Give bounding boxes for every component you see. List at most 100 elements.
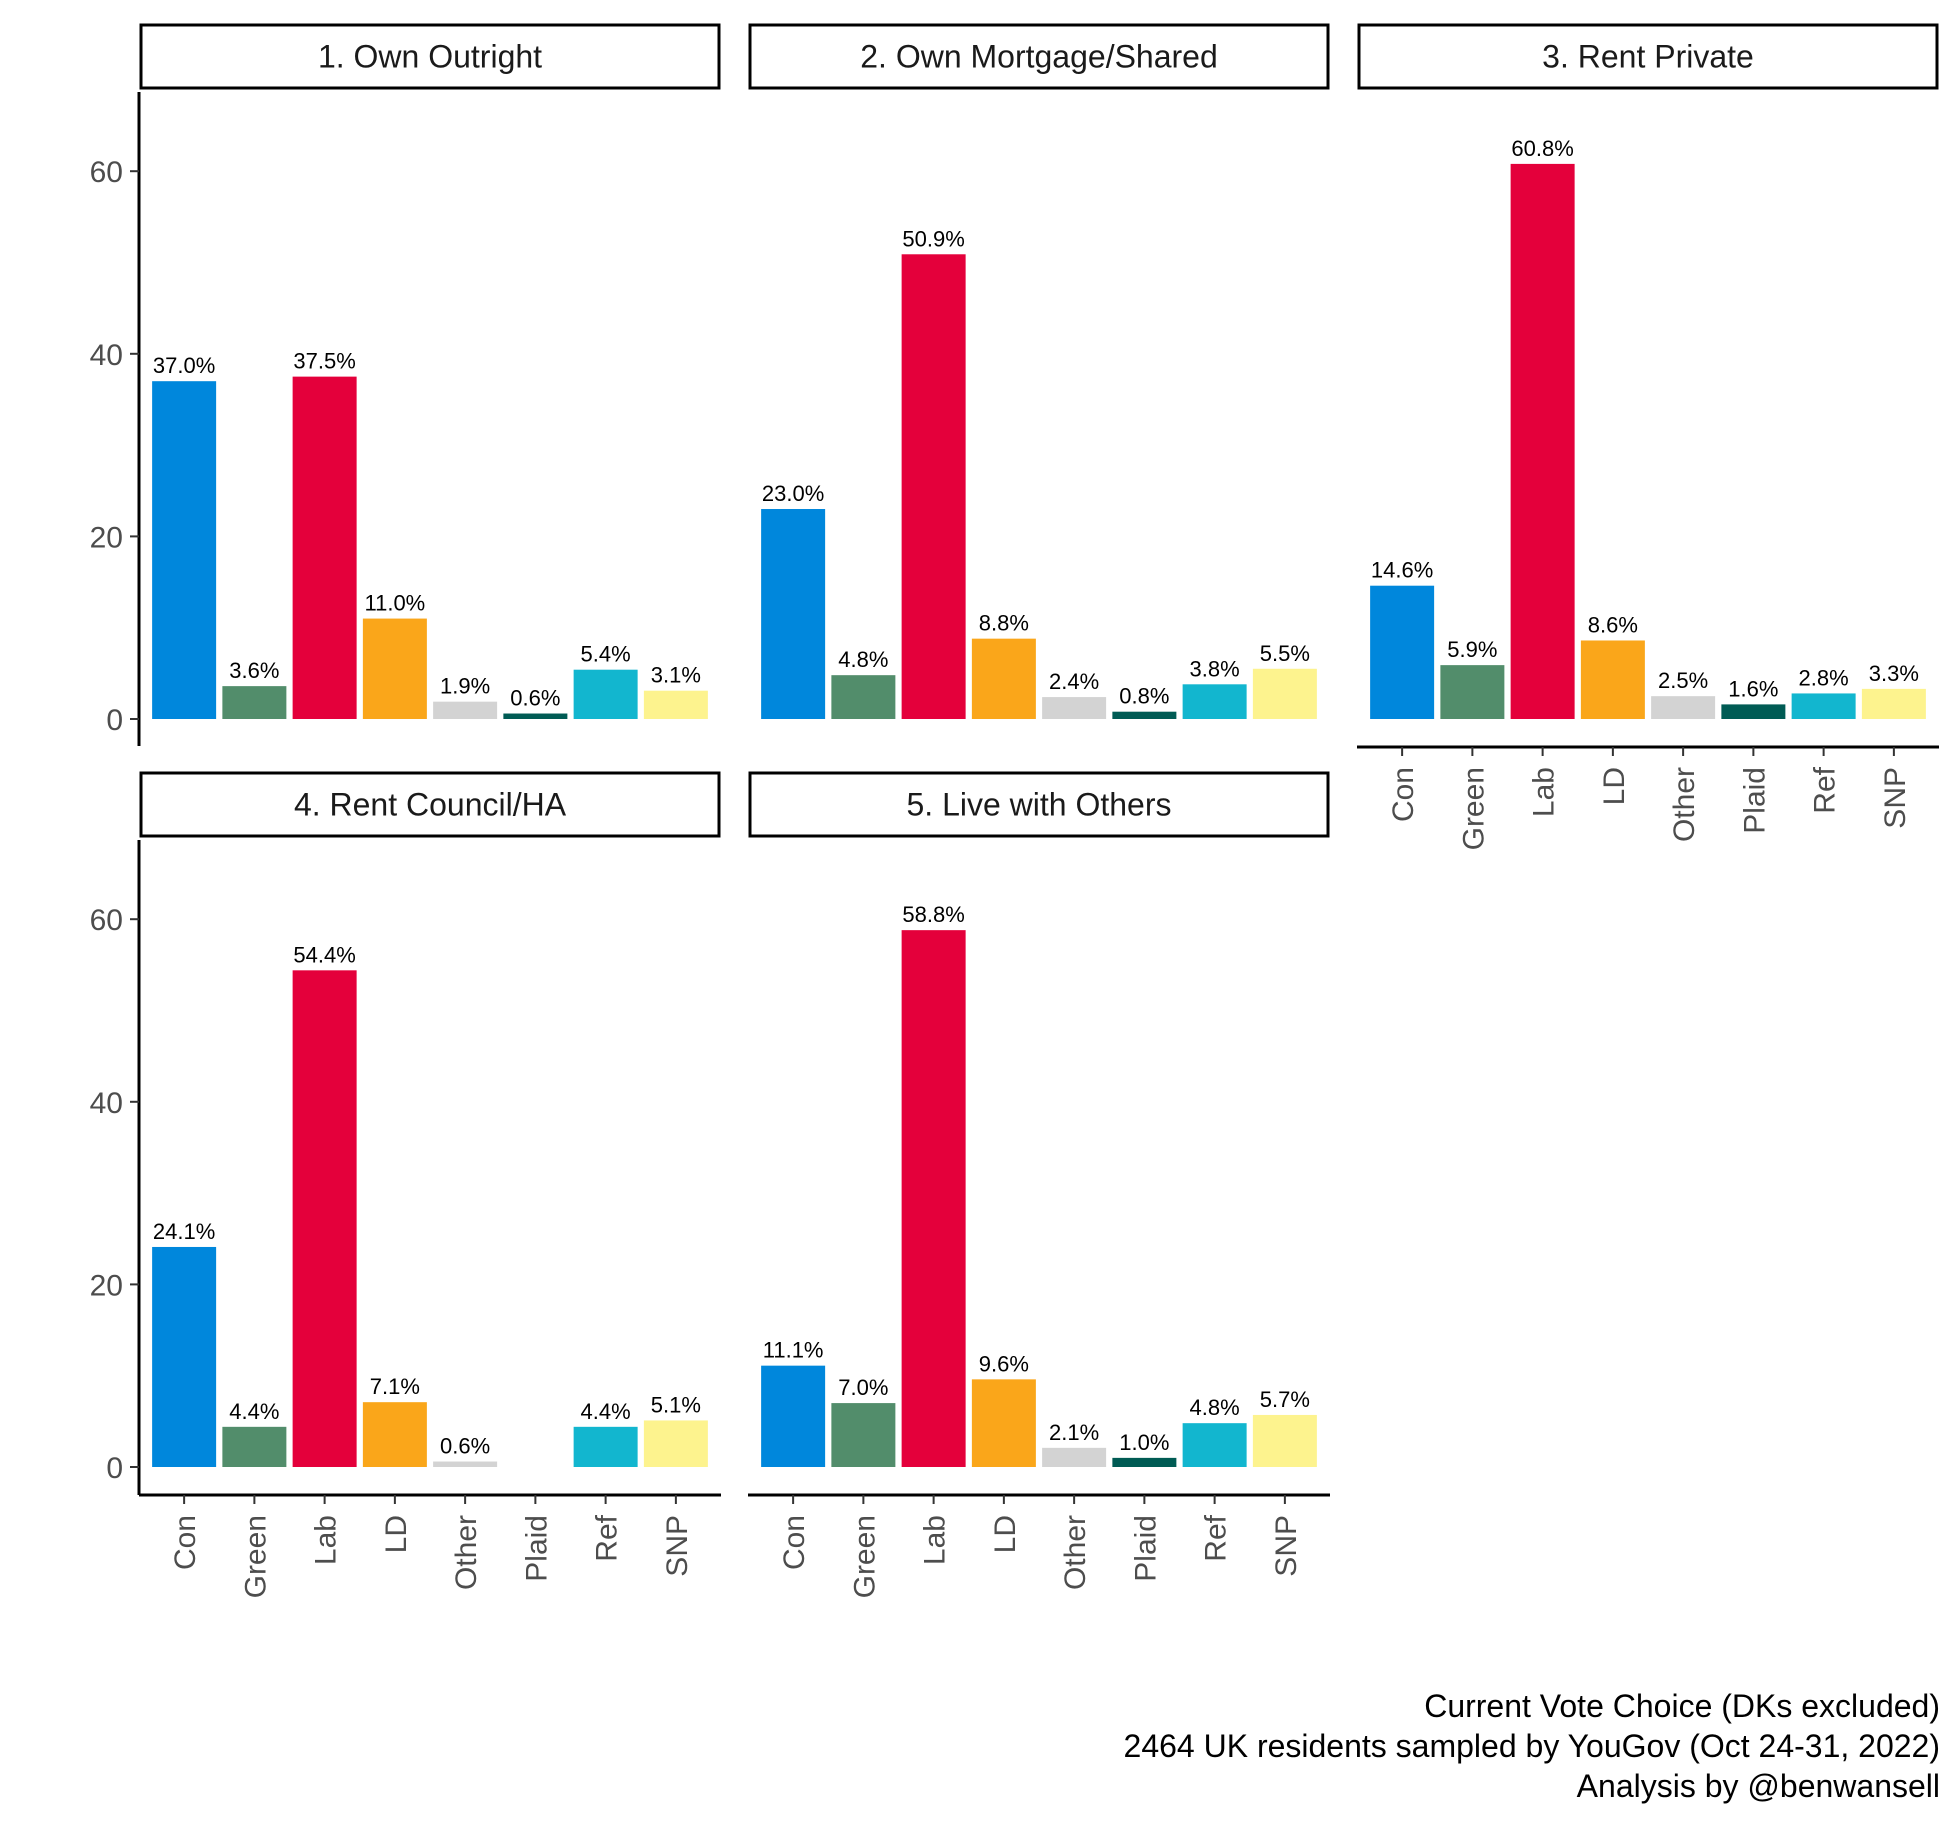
bar: [1651, 696, 1716, 719]
bar: [1252, 1414, 1317, 1467]
data-label: 24.1%: [153, 1219, 215, 1244]
bar: [643, 690, 708, 719]
x-tick-label: Plaid: [1738, 767, 1771, 834]
data-label: 1.0%: [1119, 1430, 1169, 1455]
x-tick-label: LD: [380, 1515, 413, 1553]
facet-strip: [748, 771, 1330, 838]
data-label: 11.1%: [763, 1338, 824, 1363]
y-tick-label: 40: [90, 339, 123, 372]
x-tick-label: Green: [848, 1515, 881, 1598]
data-label: 5.7%: [1260, 1387, 1310, 1412]
bar: [1042, 697, 1107, 719]
data-label: 23.0%: [762, 481, 824, 506]
bar: [901, 930, 966, 1467]
bar: [1370, 585, 1435, 719]
data-label: 14.6%: [1371, 558, 1433, 583]
x-tick-label: SNP: [1270, 1515, 1303, 1577]
data-label: 7.0%: [838, 1375, 888, 1400]
data-label: 2.4%: [1049, 669, 1099, 694]
y-tick-label: 60: [90, 156, 123, 189]
y-tick-label: 0: [106, 704, 123, 737]
bar: [831, 1403, 896, 1467]
x-tick-label: Green: [1457, 767, 1490, 850]
data-label: 0.8%: [1119, 684, 1169, 709]
x-tick-label: Con: [169, 1515, 202, 1570]
x-tick-label: SNP: [661, 1515, 694, 1577]
data-label: 37.5%: [293, 349, 355, 374]
bar: [292, 376, 357, 719]
x-tick-label: Other: [450, 1515, 483, 1590]
bar: [761, 1365, 826, 1467]
data-label: 3.1%: [651, 663, 701, 688]
x-tick-label: Con: [778, 1515, 811, 1570]
data-label: 60.8%: [1511, 136, 1573, 161]
data-label: 1.6%: [1728, 676, 1778, 701]
bar: [1510, 163, 1575, 719]
y-tick-label: 20: [90, 1269, 123, 1302]
data-label: 2.8%: [1799, 665, 1849, 690]
bar: [362, 1402, 427, 1467]
facet-title: 1. Own Outright: [318, 39, 542, 75]
bar: [573, 1426, 638, 1467]
x-tick-label: Ref: [591, 1514, 624, 1561]
data-label: 4.4%: [581, 1399, 631, 1424]
facet-title: 3. Rent Private: [1542, 39, 1754, 75]
bar: [1182, 1423, 1247, 1467]
bar: [1252, 668, 1317, 719]
chart-caption: Current Vote Choice (DKs excluded) 2464 …: [1124, 1686, 1940, 1806]
data-label: 8.6%: [1588, 612, 1638, 637]
data-label: 9.6%: [979, 1351, 1029, 1376]
data-label: 4.8%: [838, 647, 888, 672]
x-tick-label: Ref: [1200, 1514, 1233, 1561]
data-label: 5.4%: [581, 642, 631, 667]
x-tick-label: Lab: [310, 1515, 343, 1565]
facet-title: 4. Rent Council/HA: [294, 787, 567, 823]
bar: [1440, 665, 1505, 719]
caption-line-3: Analysis by @benwansell: [1576, 1768, 1940, 1804]
y-tick-label: 40: [90, 1087, 123, 1120]
facet-strip: [139, 23, 721, 90]
facet-title: 2. Own Mortgage/Shared: [860, 39, 1218, 75]
facet-strip: [139, 771, 721, 838]
data-label: 3.3%: [1869, 661, 1919, 686]
caption-line-1: Current Vote Choice (DKs excluded): [1424, 1688, 1940, 1724]
data-label: 2.5%: [1658, 668, 1708, 693]
bar: [152, 1246, 217, 1467]
x-tick-label: LD: [989, 1515, 1022, 1553]
bar: [761, 509, 826, 719]
data-label: 0.6%: [440, 1434, 490, 1459]
data-label: 8.8%: [979, 611, 1029, 636]
data-label: 1.9%: [440, 674, 490, 699]
data-label: 0.6%: [510, 686, 560, 711]
data-label: 58.8%: [902, 902, 964, 927]
bar: [1861, 688, 1926, 719]
bar: [1721, 704, 1786, 719]
data-label: 3.8%: [1190, 656, 1240, 681]
bar: [222, 686, 287, 719]
data-label: 50.9%: [902, 226, 964, 251]
facet-strip: [748, 23, 1330, 90]
facet-title: 5. Live with Others: [907, 787, 1172, 823]
bar: [573, 669, 638, 719]
bar: [1042, 1447, 1107, 1467]
x-tick-label: Plaid: [520, 1515, 553, 1582]
data-label: 37.0%: [153, 353, 215, 378]
data-label: 4.8%: [1190, 1395, 1240, 1420]
bar: [433, 701, 498, 719]
bar: [222, 1426, 287, 1467]
y-tick-label: 0: [106, 1452, 123, 1485]
bar: [901, 254, 966, 719]
bar: [643, 1420, 708, 1467]
bar: [292, 970, 357, 1467]
x-tick-label: Other: [1668, 767, 1701, 842]
x-tick-label: Plaid: [1129, 1515, 1162, 1582]
data-label: 5.9%: [1447, 637, 1497, 662]
data-label: 11.0%: [365, 591, 426, 616]
y-tick-label: 20: [90, 521, 123, 554]
bar: [1580, 640, 1645, 719]
data-label: 54.4%: [293, 942, 355, 967]
x-tick-label: Other: [1059, 1515, 1092, 1590]
bar: [971, 1379, 1036, 1467]
bar: [971, 638, 1036, 719]
